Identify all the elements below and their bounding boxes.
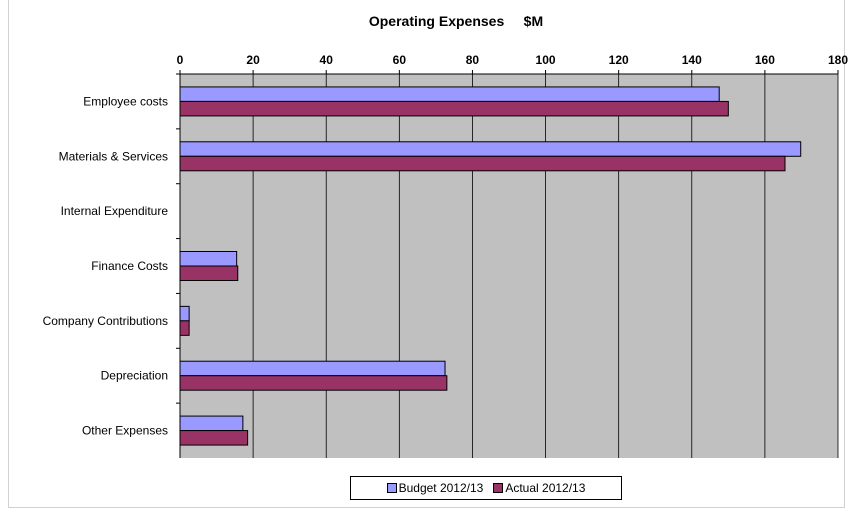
x-axis-ticks: 0 20 40 60 80 100 120 140 160 180 [177, 53, 848, 74]
bar-actual [179, 265, 239, 281]
legend-label-actual: Actual 2012/13 [505, 481, 586, 495]
plot-area [180, 74, 838, 458]
bar-actual [179, 155, 786, 172]
bar-budget [179, 305, 190, 322]
x-tick-label: 0 [177, 53, 184, 67]
legend-label-budget: Budget 2012/13 [398, 481, 484, 495]
x-tick-label: 140 [682, 53, 702, 67]
bar-budget [179, 86, 720, 102]
bar-actual [179, 430, 249, 446]
bar-actual [179, 320, 190, 336]
gridlines [252, 74, 839, 458]
legend-swatch-budget [386, 483, 397, 493]
category-label: Company Contributions [43, 314, 168, 328]
bar-actual [179, 375, 448, 391]
bar-budget [179, 251, 238, 267]
category-labels: Employee costs Materials & Services Intern… [43, 73, 180, 438]
bar-budget [179, 415, 244, 432]
x-tick-label: 180 [828, 53, 848, 67]
category-label: Materials & Services [59, 149, 168, 163]
chart-frame [8, 0, 845, 508]
x-tick-label: 80 [466, 53, 480, 67]
bars [179, 86, 802, 446]
chart-title: Operating Expenses $M [369, 13, 543, 29]
x-tick-label: 120 [609, 53, 629, 67]
legend-item-budget: Budget 2012/13 [386, 481, 484, 495]
x-tick-label: 60 [393, 53, 407, 67]
legend-swatch-actual [493, 483, 504, 493]
category-label: Employee costs [83, 94, 168, 108]
category-label: Depreciation [101, 369, 168, 383]
bar-actual [179, 100, 729, 117]
bar-budget [179, 360, 446, 377]
category-label: Other Expenses [82, 424, 168, 438]
legend-item-actual: Actual 2012/13 [493, 481, 585, 495]
axes [179, 73, 838, 458]
x-tick-label: 40 [320, 53, 334, 67]
x-tick-label: 100 [536, 53, 556, 67]
category-label: Internal Expenditure [61, 204, 169, 218]
x-tick-label: 20 [246, 53, 260, 67]
bar-budget [179, 141, 802, 157]
x-tick-label: 160 [755, 53, 775, 67]
chart-legend: Budget 2012/13 Actual 2012/13 [350, 476, 622, 500]
category-label: Finance Costs [91, 259, 168, 273]
